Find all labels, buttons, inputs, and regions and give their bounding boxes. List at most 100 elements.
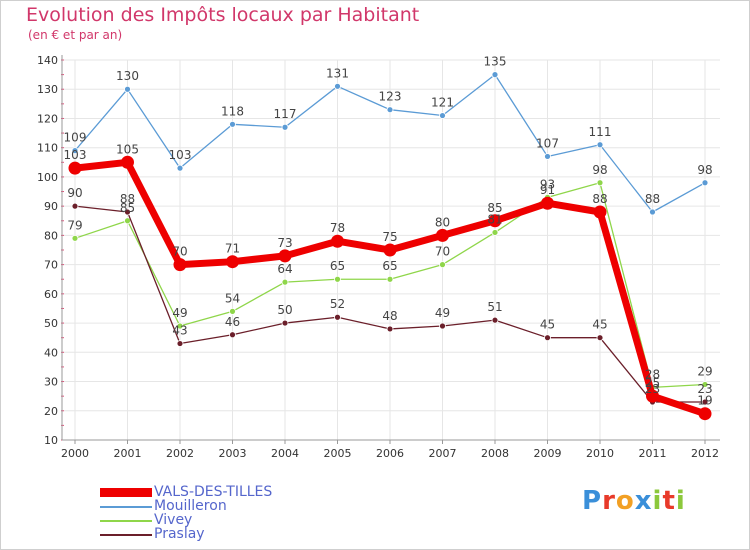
data-label-vivey: 70 <box>435 245 450 259</box>
logo-letter: x <box>634 486 653 516</box>
x-tick-label: 2011 <box>639 447 667 460</box>
y-tick-label: 110 <box>37 142 58 155</box>
data-point-praslay <box>544 334 551 342</box>
data-label-vals-des-tilles: 103 <box>64 148 87 162</box>
y-tick-label: 120 <box>37 112 58 125</box>
grid-layer <box>62 59 720 441</box>
logo-letter: o <box>615 486 635 516</box>
legend-item-vivey: Vivey <box>100 513 320 527</box>
x-tick-label: 2007 <box>429 447 457 460</box>
data-point-vivey <box>281 278 289 286</box>
data-label-mouilleron: 111 <box>589 125 612 139</box>
legend-item-vals-des-tilles: VALS-DES-TILLES <box>100 485 320 499</box>
data-label-praslay: 46 <box>225 315 240 329</box>
data-point-vals-des-tilles <box>383 243 397 257</box>
data-point-mouilleron <box>229 120 236 128</box>
x-tick-label: 2012 <box>691 447 719 460</box>
x-tick-label: 2002 <box>166 447 194 460</box>
y-tick-label: 70 <box>44 259 58 272</box>
data-point-vivey <box>701 381 709 388</box>
data-point-vals-des-tilles <box>436 228 449 242</box>
legend-label: VALS-DES-TILLES <box>154 484 273 500</box>
data-point-mouilleron <box>281 123 289 131</box>
data-point-vivey <box>229 307 236 315</box>
logo-letter: i <box>652 486 663 516</box>
data-point-vals-des-tilles <box>646 389 659 403</box>
legend-swatch <box>100 534 152 536</box>
x-tick-label: 2009 <box>534 447 562 460</box>
x-tick-label: 2000 <box>61 447 89 460</box>
data-label-vals-des-tilles: 73 <box>277 236 292 250</box>
x-tick-label: 2006 <box>376 447 404 460</box>
data-point-vals-des-tilles <box>121 155 134 169</box>
data-label-vivey: 54 <box>225 291 240 305</box>
data-label-mouilleron: 118 <box>221 104 244 118</box>
x-tick-label: 2001 <box>114 447 142 460</box>
data-point-vals-des-tilles <box>173 258 187 272</box>
data-label-vivey: 65 <box>330 259 345 273</box>
logo-letter: t <box>662 486 676 516</box>
data-point-mouilleron <box>124 85 131 93</box>
data-point-praslay <box>491 316 499 324</box>
legend-swatch <box>100 488 152 497</box>
y-tick-label: 50 <box>44 317 58 330</box>
data-label-vivey: 93 <box>540 177 555 191</box>
data-label-mouilleron: 109 <box>64 131 87 145</box>
data-point-vivey <box>596 179 604 187</box>
data-label-praslay: 23 <box>645 382 660 396</box>
y-tick-label: 10 <box>44 434 58 447</box>
data-point-vivey <box>491 229 499 236</box>
legend-label: Mouilleron <box>154 498 227 514</box>
axis-layer: 10 20 30 40 50 60 70 80 90 100 110 120 130 140 2000 200… <box>37 54 720 460</box>
y-tick-label: 30 <box>44 376 58 389</box>
data-point-vivey <box>334 275 341 283</box>
data-point-vals-des-tilles <box>593 205 607 219</box>
data-point-praslay <box>281 319 289 327</box>
data-label-vivey: 81 <box>487 212 502 226</box>
data-point-vals-des-tilles <box>226 255 239 269</box>
data-point-praslay <box>71 202 79 210</box>
data-label-mouilleron: 88 <box>645 192 660 206</box>
data-point-praslay <box>176 340 184 347</box>
data-label-praslay: 45 <box>540 318 555 332</box>
data-label-praslay: 43 <box>172 324 187 338</box>
data-label-mouilleron: 98 <box>697 163 712 177</box>
data-label-praslay: 23 <box>697 382 712 396</box>
data-label-praslay: 51 <box>487 300 502 314</box>
data-label-vals-des-tilles: 25 <box>645 376 660 390</box>
chart-subtitle: (en € et par an) <box>28 28 123 42</box>
data-point-vals-des-tilles <box>541 196 554 210</box>
data-label-vals-des-tilles: 75 <box>382 230 397 244</box>
legend: VALS-DES-TILLES Mouilleron Vivey Praslay <box>100 485 320 541</box>
data-point-mouilleron <box>334 82 341 90</box>
proxiti-logo: Proxiti <box>582 486 686 516</box>
y-tick-label: 140 <box>37 54 58 67</box>
legend-label: Vivey <box>154 512 193 528</box>
data-label-mouilleron: 103 <box>169 148 192 162</box>
data-point-vals-des-tilles <box>488 214 502 228</box>
data-point-praslay <box>124 208 131 216</box>
data-point-vivey <box>176 322 184 330</box>
data-label-vals-des-tilles: 80 <box>435 215 450 229</box>
chart-title: Evolution des Impôts locaux par Habitant <box>26 4 420 26</box>
data-label-vivey: 65 <box>382 259 397 273</box>
data-label-praslay: 52 <box>330 297 345 311</box>
data-label-vals-des-tilles: 19 <box>697 394 712 408</box>
data-label-praslay: 45 <box>592 318 607 332</box>
data-label-vivey: 79 <box>67 218 82 232</box>
data-point-mouilleron <box>176 164 184 172</box>
legend-item-praslay: Praslay <box>100 527 320 541</box>
legend-swatch <box>100 520 152 522</box>
series-layer <box>68 71 712 421</box>
data-label-mouilleron: 135 <box>484 55 507 69</box>
data-point-mouilleron <box>649 208 656 216</box>
data-label-layer: 109 130 103 118 117 131 123 121 135 107 111 88 98 79 8… <box>64 55 713 408</box>
data-label-vals-des-tilles: 70 <box>172 245 187 259</box>
data-point-mouilleron <box>701 179 709 187</box>
y-tick-label: 20 <box>44 405 58 418</box>
data-label-vals-des-tilles: 78 <box>330 221 345 235</box>
data-point-mouilleron <box>544 153 551 160</box>
x-tick-label: 2010 <box>586 447 614 460</box>
data-label-praslay: 48 <box>382 309 397 323</box>
